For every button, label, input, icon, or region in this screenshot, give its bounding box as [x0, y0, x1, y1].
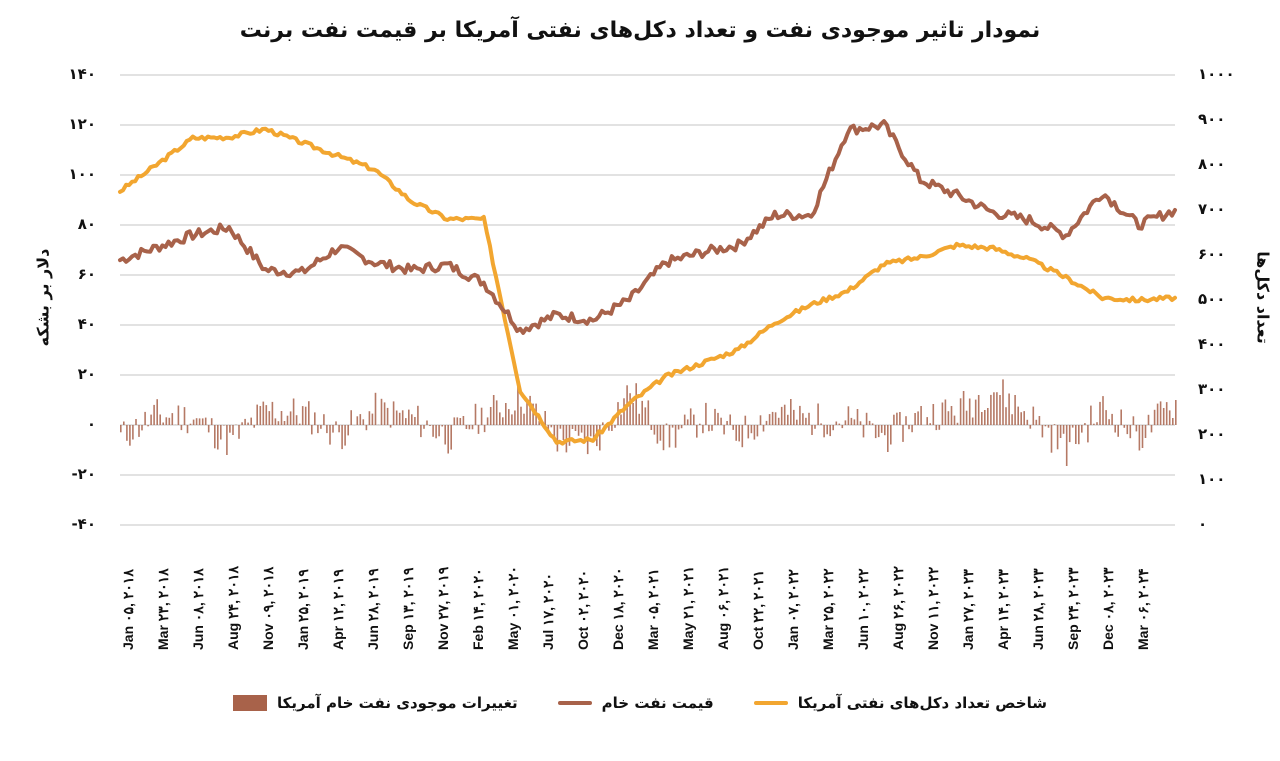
x-tick: Aug ۲۴, ۲۰۱۸	[225, 566, 241, 650]
right-y-tick: ۱۰۰۰	[1198, 65, 1235, 83]
x-tick: Mar ۲۵, ۲۰۲۲	[820, 568, 836, 650]
rig-count-line	[118, 126, 1177, 446]
x-tick: Jun ۲۸, ۲۰۲۳	[1030, 568, 1046, 650]
legend-swatch-line-icon	[557, 701, 592, 705]
x-tick: May ۰۱, ۲۰۲۰	[505, 565, 521, 650]
x-tick: Aug ۲۶, ۲۰۲۲	[890, 566, 906, 650]
x-tick: Aug ۰۶, ۲۰۲۱	[715, 566, 731, 650]
legend-label: شاخص تعداد دکل‌های نفتی آمریکا	[797, 694, 1047, 712]
x-tick: Nov ۱۱, ۲۰۲۲	[925, 566, 941, 650]
right-y-axis-label: تعداد دکل‌ها	[1253, 251, 1273, 344]
right-y-tick: ۸۰۰	[1198, 155, 1226, 173]
x-tick: Jan ۲۷, ۲۰۲۳	[960, 569, 976, 650]
left-y-tick: ۴۰	[77, 315, 96, 333]
legend-item-price[interactable]: قیمت نفت خام	[557, 694, 714, 712]
x-tick: Mar ۰۵, ۲۰۲۱	[645, 568, 661, 650]
x-tick: Jun ۰۸, ۲۰۱۸	[190, 568, 206, 650]
x-tick: Oct ۲۲, ۲۰۲۱	[750, 569, 766, 650]
left-y-tick: ۶۰	[77, 265, 96, 283]
oil-price-line	[118, 119, 1177, 335]
left-y-tick: ۱۲۰	[68, 115, 96, 133]
inventory-change-bars	[120, 379, 1177, 466]
left-y-tick: ۱۰۰	[68, 165, 96, 183]
x-tick: Jun ۱۰, ۲۰۲۲	[855, 568, 871, 650]
x-tick: Feb ۱۴, ۲۰۲۰	[470, 568, 486, 650]
x-tick: Jun ۲۸, ۲۰۱۹	[365, 568, 381, 650]
right-y-tick: ۷۰۰	[1198, 200, 1226, 218]
x-tick: Apr ۱۲, ۲۰۱۹	[330, 569, 346, 650]
left-y-tick: ۱۴۰	[68, 65, 96, 83]
x-tick: Nov ۰۹, ۲۰۱۸	[260, 566, 276, 650]
right-y-tick: ۶۰۰	[1198, 245, 1226, 263]
x-tick: Jan ۰۷, ۲۰۲۲	[785, 569, 801, 650]
right-y-tick: ۱۰۰	[1198, 470, 1226, 488]
legend-item-inventory[interactable]: تغییرات موجودی نفت خام آمریکا	[233, 694, 518, 712]
left-y-tick: ۰	[86, 415, 96, 433]
left-y-tick: -۲۰	[71, 465, 96, 483]
legend-label: قیمت نفت خام	[601, 694, 714, 712]
left-y-tick: -۴۰	[71, 515, 96, 533]
x-tick: Jan ۰۵, ۲۰۱۸	[120, 569, 136, 650]
right-y-tick: ۰	[1198, 515, 1208, 533]
x-tick: Apr ۱۴, ۲۰۲۳	[995, 569, 1011, 650]
legend-swatch-box-icon	[233, 695, 268, 711]
chart-title: نمودار تاثیر موجودی نفت و تعداد دکل‌های …	[239, 18, 1041, 43]
legend-item-rigs[interactable]: شاخص تعداد دکل‌های نفتی آمریکا	[753, 694, 1047, 712]
right-y-tick: ۵۰۰	[1198, 290, 1226, 308]
left-y-axis-label: دلار بر بشکه	[33, 248, 53, 347]
x-tick: Dec ۰۸, ۲۰۲۳	[1100, 567, 1116, 650]
legend-label: تغییرات موجودی نفت خام آمریکا	[277, 694, 518, 712]
x-tick: Nov ۲۷, ۲۰۱۹	[435, 566, 451, 650]
right-y-tick: ۲۰۰	[1198, 425, 1226, 443]
right-y-tick: ۹۰۰	[1198, 110, 1226, 128]
legend: شاخص تعداد دکل‌های نفتی آمریکا قیمت نفت …	[0, 694, 1280, 712]
x-tick: Jul ۱۷, ۲۰۲۰	[540, 572, 556, 650]
x-tick: Sep ۲۴, ۲۰۲۳	[1065, 567, 1081, 650]
legend-swatch-line-icon	[753, 701, 788, 705]
x-tick: Sep ۱۳, ۲۰۱۹	[400, 567, 416, 650]
left-y-tick: ۸۰	[77, 215, 96, 233]
x-tick: Mar ۰۶, ۲۰۲۴	[1135, 568, 1151, 650]
x-tick: Oct ۰۲, ۲۰۲۰	[575, 569, 591, 650]
x-tick: Jan ۲۵, ۲۰۱۹	[295, 569, 311, 650]
gridlines	[120, 74, 1175, 526]
right-y-tick: ۳۰۰	[1198, 380, 1226, 398]
right-y-tick: ۴۰۰	[1198, 335, 1226, 353]
left-y-tick: ۲۰	[77, 365, 96, 383]
x-tick: Dec ۱۸, ۲۰۲۰	[610, 567, 626, 650]
x-tick: May ۲۱, ۲۰۲۱	[680, 565, 696, 650]
x-tick: Mar ۲۳, ۲۰۱۸	[155, 568, 171, 650]
